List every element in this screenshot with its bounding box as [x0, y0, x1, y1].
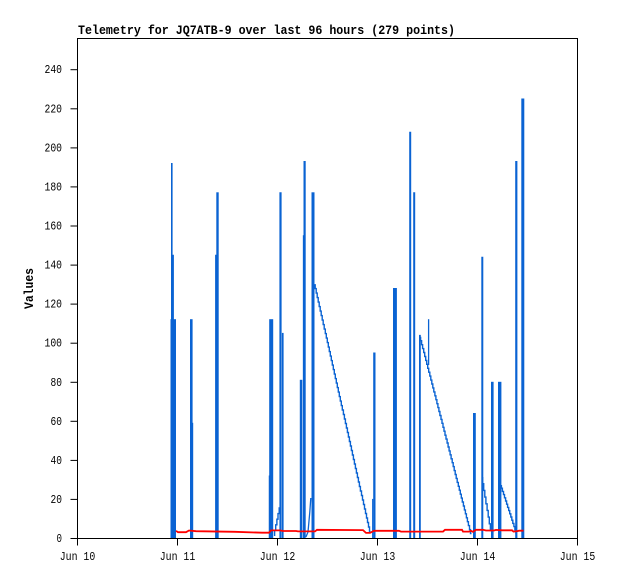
svg-text:Jun 14: Jun 14	[460, 551, 496, 564]
svg-text:120: 120	[45, 299, 63, 312]
svg-text:60: 60	[51, 416, 63, 429]
svg-text:Jun 15: Jun 15	[560, 551, 596, 564]
svg-text:Jun 12: Jun 12	[260, 551, 296, 564]
svg-text:Telemetry for JQ7ATB-9 over la: Telemetry for JQ7ATB-9 over last 96 hour…	[78, 23, 455, 38]
svg-text:80: 80	[51, 377, 63, 390]
svg-text:Jun 13: Jun 13	[360, 551, 396, 564]
svg-text:100: 100	[45, 338, 63, 351]
svg-text:Jun 10: Jun 10	[60, 551, 96, 564]
svg-text:240: 240	[45, 64, 63, 77]
svg-text:160: 160	[45, 221, 63, 234]
svg-text:220: 220	[45, 103, 63, 116]
svg-text:140: 140	[45, 260, 63, 273]
svg-text:0: 0	[57, 533, 63, 546]
svg-text:40: 40	[51, 455, 63, 468]
svg-text:20: 20	[51, 494, 63, 507]
svg-text:Jun 11: Jun 11	[160, 551, 196, 564]
svg-text:200: 200	[45, 142, 63, 155]
svg-text:Values: Values	[22, 268, 37, 309]
svg-text:180: 180	[45, 181, 63, 194]
